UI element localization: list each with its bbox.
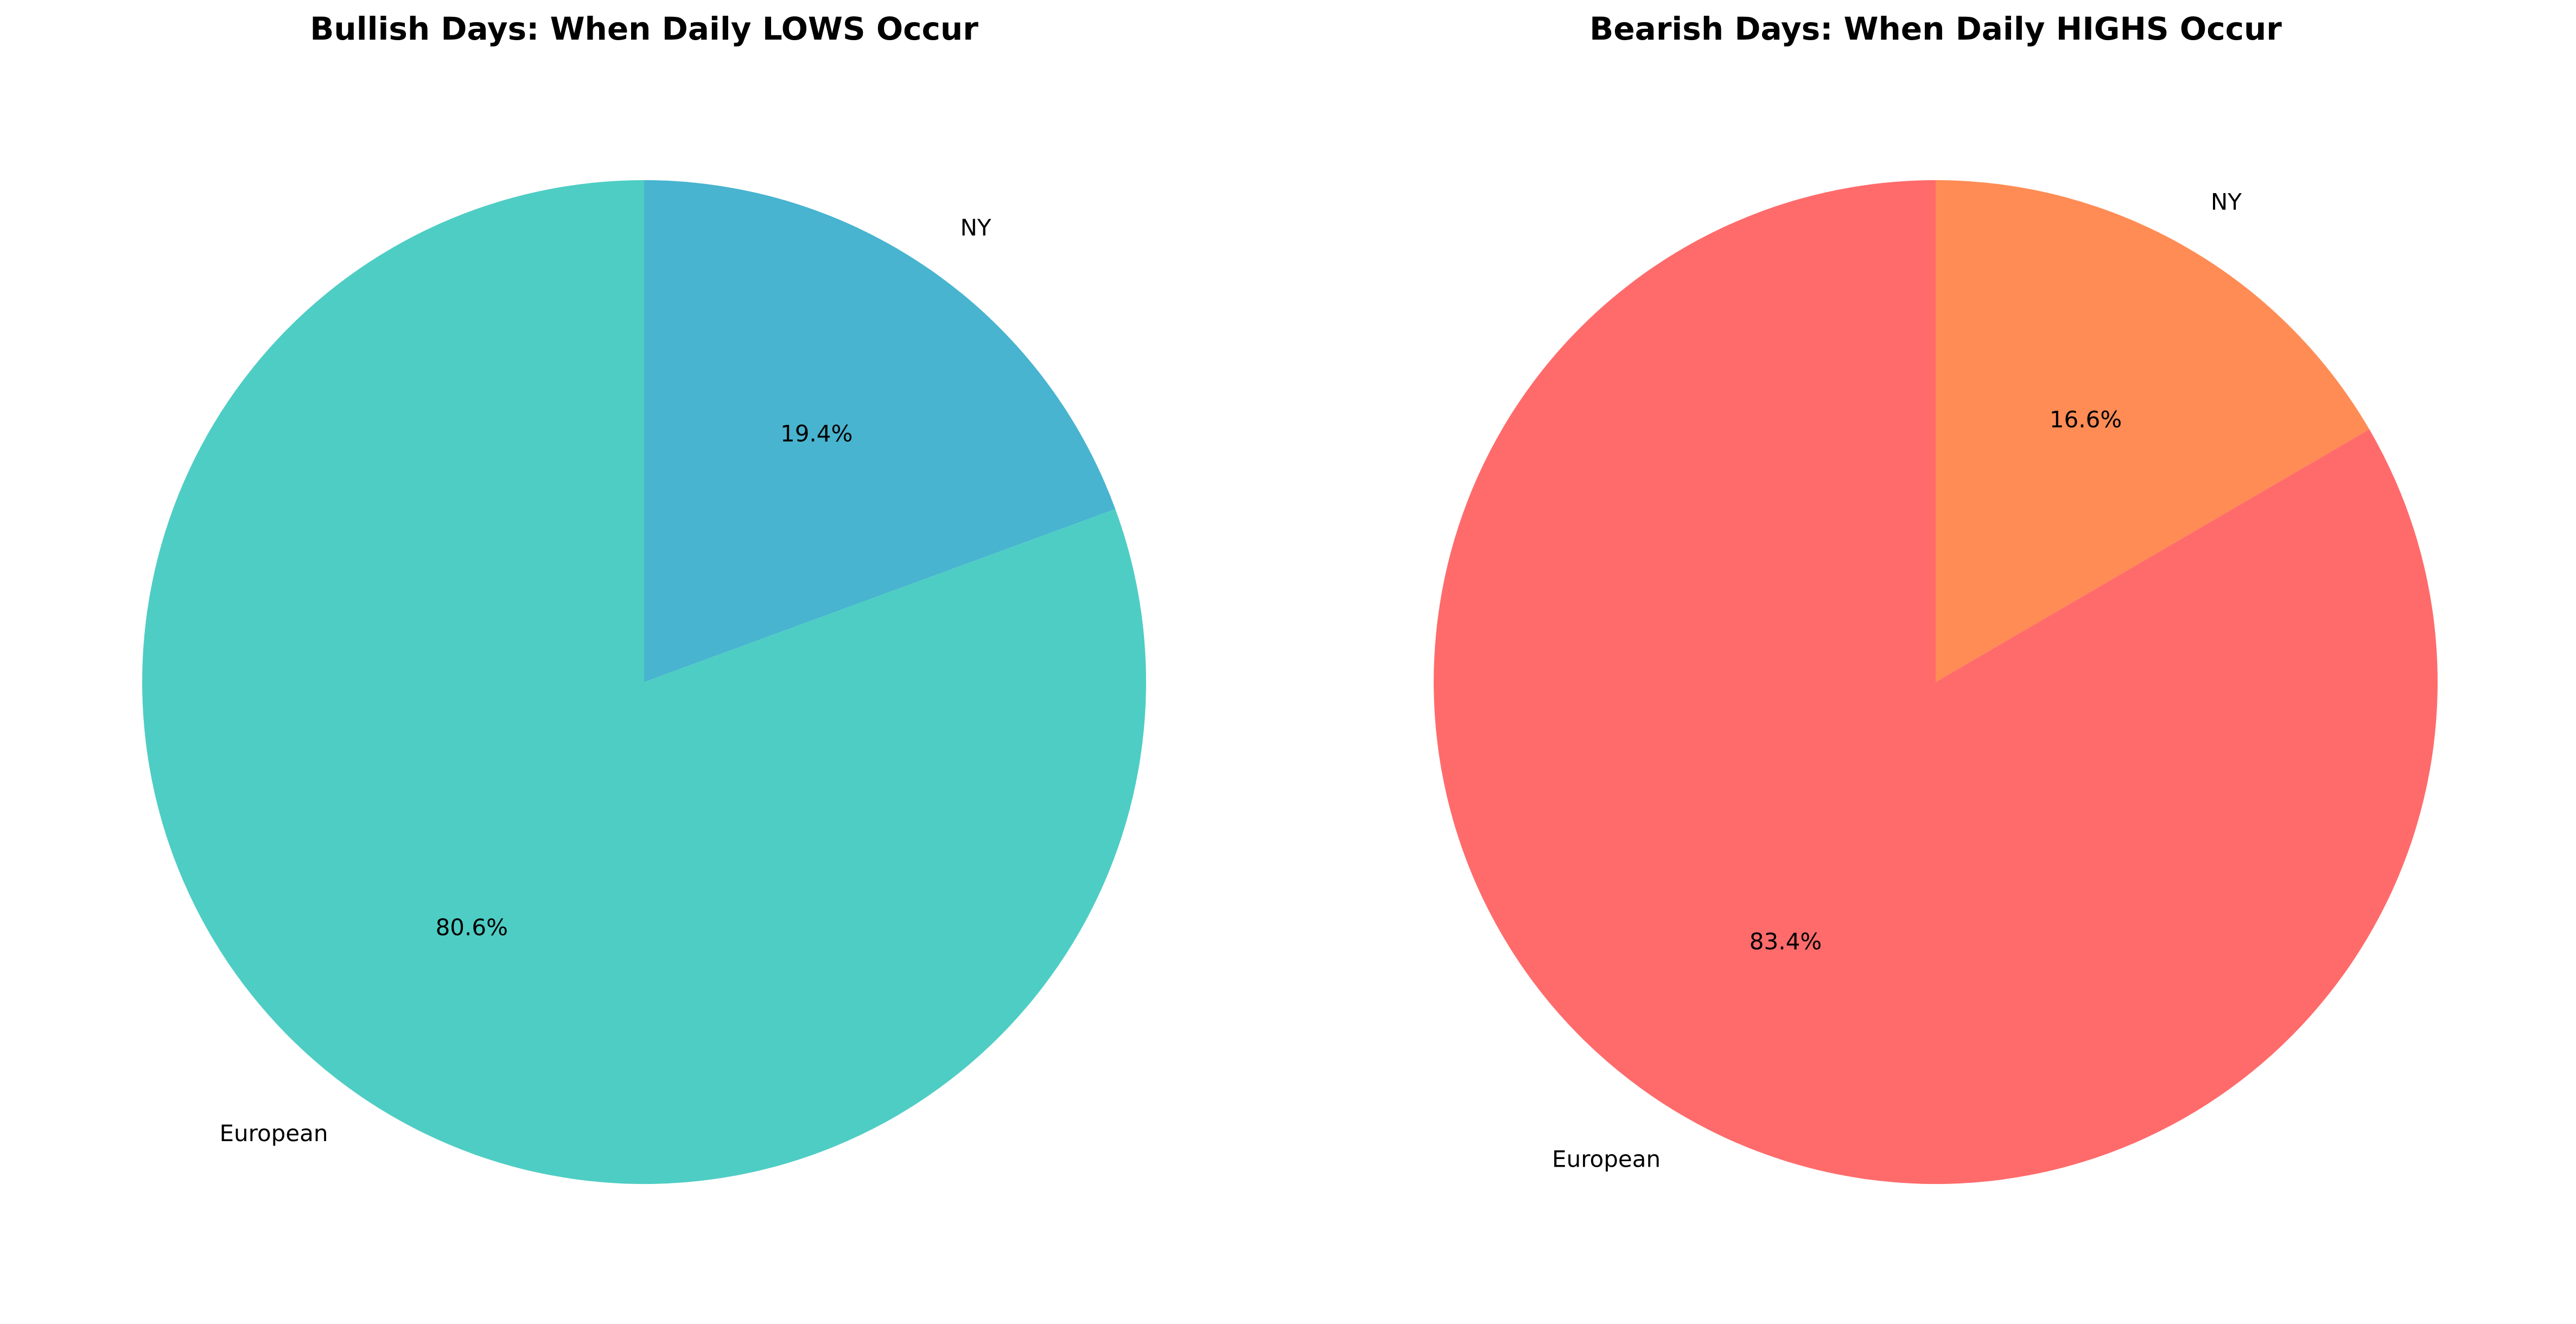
pie-slice-european xyxy=(142,180,1147,1184)
pie-slices: NY 16.6% European 83.4% xyxy=(1434,180,2438,1184)
pie-chart-bearish-highs: Bearish Days: When Daily HIGHS Occur NY 1… xyxy=(1434,10,2438,1184)
slice-percent-label: 19.4% xyxy=(780,420,853,447)
pie-chart-bullish-lows: Bullish Days: When Daily LOWS Occur NY 19… xyxy=(142,10,1147,1184)
chart-title: Bearish Days: When Daily HIGHS Occur xyxy=(1589,10,2282,47)
pie-slice-ny xyxy=(644,180,1116,682)
slice-label: European xyxy=(219,1120,328,1147)
slice-label: NY xyxy=(2211,188,2242,215)
slice-percent-label: 16.6% xyxy=(2050,406,2122,432)
slice-label: European xyxy=(1552,1146,1661,1173)
pie-slices: NY 19.4% European 80.6% xyxy=(142,180,1147,1184)
pie-slice-european xyxy=(1434,180,2438,1184)
chart-title: Bullish Days: When Daily LOWS Occur xyxy=(310,10,978,47)
pie-slice-ny xyxy=(1936,180,2370,682)
slice-percent-label: 80.6% xyxy=(436,914,508,941)
slice-label: NY xyxy=(960,214,991,241)
slice-percent-label: 83.4% xyxy=(1750,928,1822,955)
